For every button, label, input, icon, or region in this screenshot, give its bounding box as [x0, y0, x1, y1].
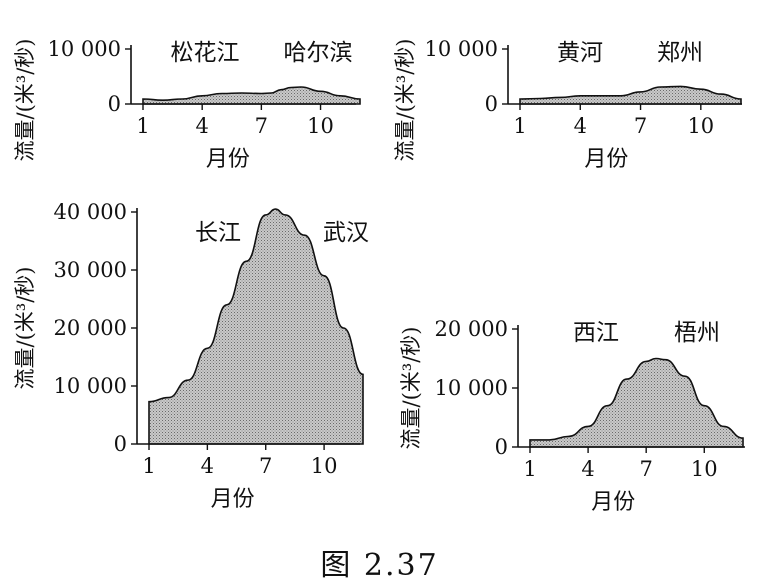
y-tick-label: 0: [108, 92, 121, 116]
flow-area: [519, 85, 742, 105]
x-tick-label: 7: [255, 114, 268, 138]
flow-area: [148, 208, 364, 445]
flow-area: [529, 357, 744, 448]
x-tick-label: 7: [634, 114, 647, 138]
x-tick-label: 7: [639, 457, 652, 481]
figure-caption: 图 2.37: [320, 548, 439, 583]
station-label: 武汉: [323, 220, 369, 246]
x-tick-label: 4: [574, 114, 587, 138]
y-tick-label: 0: [485, 92, 498, 116]
panel-3: 0 10 000 20 000 30 000 40 000 1 4 7 10 月份 流量/(米³/秒…: [13, 200, 369, 512]
station-label: 哈尔滨: [284, 40, 353, 66]
river-label: 松花江: [171, 40, 240, 66]
x-axis-title: 月份: [584, 147, 628, 172]
x-tick-label: 1: [142, 454, 155, 478]
x-tick-label: 10: [687, 114, 714, 138]
x-tick-label: 1: [523, 457, 536, 481]
river-label: 黄河: [557, 40, 603, 66]
x-tick-label: 1: [136, 114, 149, 138]
panel-1: 0 10 000 1 4 7 10 月份 流量/(米³/秒) 松花江 哈尔滨: [13, 37, 361, 172]
x-tick-label: 7: [259, 454, 272, 478]
x-tick-label: 10: [691, 457, 718, 481]
panel-4: 0 10 000 20 000 1 4 7 10 月份 流量/(米³/秒) 西江 梧州: [399, 317, 745, 515]
river-label: 长江: [195, 220, 241, 246]
station-label: 梧州: [674, 320, 720, 346]
y-axis-title: 流量/(米³/秒): [393, 39, 417, 162]
x-tick-label: 4: [581, 457, 594, 481]
y-tick-label: 0: [114, 432, 127, 456]
y-axis-title: 流量/(米³/秒): [13, 39, 37, 162]
panel-2: 0 10 000 1 4 7 10 月份 流量/(米³/秒) 黄河 郑州: [393, 37, 742, 172]
x-tick-label: 10: [307, 114, 334, 138]
flow-area: [142, 86, 361, 105]
y-tick-label: 0: [495, 435, 508, 459]
y-tick-label: 10 000: [425, 37, 498, 61]
x-tick-label: 4: [195, 114, 208, 138]
river-label: 西江: [573, 320, 619, 346]
x-tick-label: 4: [201, 454, 214, 478]
x-tick-label: 1: [513, 114, 526, 138]
x-axis-title: 月份: [591, 490, 635, 515]
y-tick-label: 20 000: [54, 316, 127, 340]
y-tick-label: 10 000: [48, 37, 121, 61]
y-tick-label: 10 000: [54, 374, 127, 398]
x-axis-title: 月份: [206, 147, 250, 172]
y-axis-title: 流量/(米³/秒): [13, 267, 37, 390]
station-label: 郑州: [657, 40, 703, 66]
x-tick-label: 10: [311, 454, 338, 478]
y-tick-label: 20 000: [435, 317, 508, 341]
x-axis-title: 月份: [211, 487, 255, 512]
y-tick-label: 40 000: [54, 200, 127, 224]
y-tick-label: 30 000: [54, 258, 127, 282]
y-axis-title: 流量/(米³/秒): [399, 327, 423, 450]
y-tick-label: 10 000: [435, 376, 508, 400]
